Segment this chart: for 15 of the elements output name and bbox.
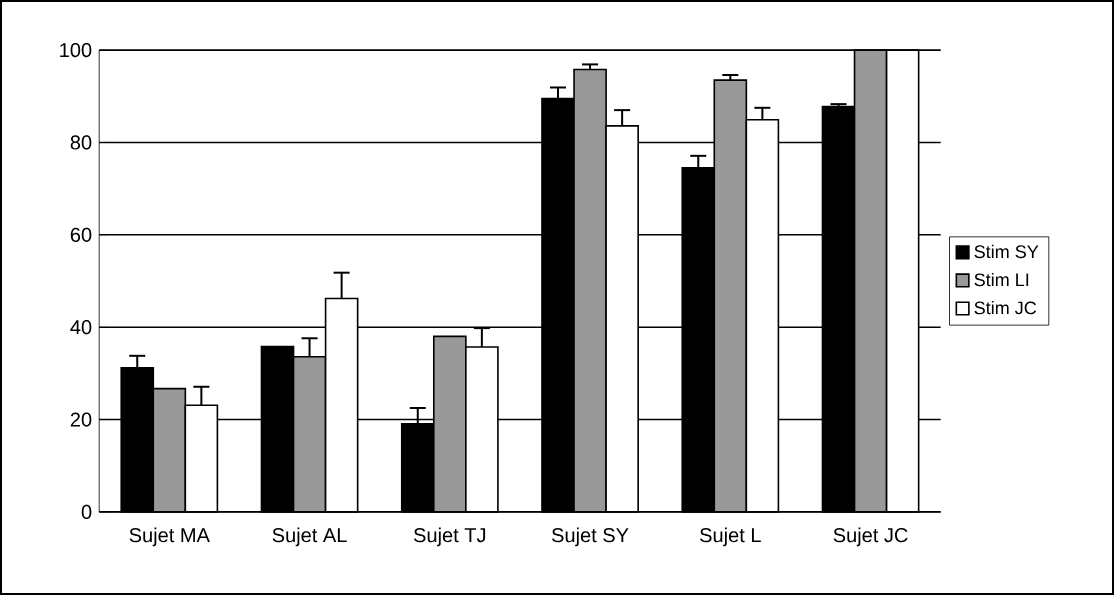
y-tick-label: 0 xyxy=(81,504,92,519)
legend-label: Stim SY xyxy=(974,244,1039,259)
x-tick-label: Sujet L xyxy=(700,527,761,547)
x-tick-label: Sujet TJ xyxy=(413,527,486,547)
x-tick-label: Sujet MA xyxy=(129,527,210,547)
x-tick-label: Sujet SY xyxy=(552,527,629,547)
x-tick-label: Sujet JC xyxy=(833,527,908,547)
y-tick-label: 100 xyxy=(60,42,92,58)
y-tick-label: 40 xyxy=(70,320,92,335)
legend-label: Stim LI xyxy=(974,272,1029,287)
legend-label: Stim JC xyxy=(974,301,1037,315)
y-tick-label: 20 xyxy=(70,412,92,427)
y-tick-label: 80 xyxy=(70,135,92,150)
x-tick-label: Sujet AL xyxy=(272,527,347,547)
y-tick-label: 60 xyxy=(70,227,92,242)
